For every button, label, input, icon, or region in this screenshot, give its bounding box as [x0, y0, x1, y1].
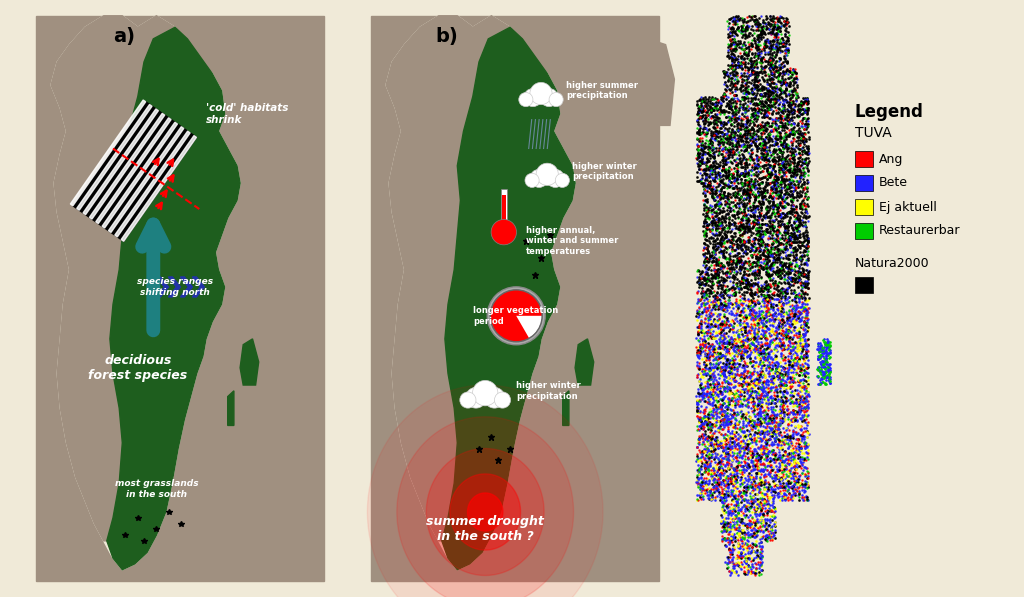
Polygon shape — [386, 16, 510, 541]
Polygon shape — [106, 27, 240, 570]
Text: higher annual,
winter and summer
temperatures: higher annual, winter and summer tempera… — [525, 226, 617, 256]
Circle shape — [530, 170, 548, 187]
Polygon shape — [426, 448, 544, 576]
Text: Legend: Legend — [855, 103, 924, 121]
Polygon shape — [368, 385, 603, 597]
Polygon shape — [441, 27, 575, 570]
Polygon shape — [51, 16, 175, 541]
Text: 'cold' habitats
shrink: 'cold' habitats shrink — [206, 103, 289, 125]
Circle shape — [487, 287, 545, 345]
Polygon shape — [386, 16, 575, 570]
Polygon shape — [89, 113, 165, 219]
Polygon shape — [468, 493, 503, 531]
Text: Ang: Ang — [879, 152, 903, 165]
Text: higher winter
precipitation: higher winter precipitation — [516, 381, 581, 401]
Polygon shape — [83, 109, 159, 215]
Polygon shape — [157, 277, 168, 297]
Polygon shape — [563, 391, 569, 426]
Circle shape — [519, 93, 532, 107]
Text: longer vegetation
period: longer vegetation period — [473, 306, 558, 325]
Polygon shape — [77, 104, 152, 210]
Circle shape — [546, 170, 564, 187]
Polygon shape — [102, 122, 177, 228]
Text: a): a) — [113, 27, 135, 47]
Circle shape — [466, 387, 486, 408]
Text: summer drought
in the south ?: summer drought in the south ? — [426, 515, 544, 543]
Bar — [20, 10, 330, 587]
Text: higher winter
precipitation: higher winter precipitation — [572, 162, 637, 181]
Bar — [648, 10, 868, 587]
Bar — [855, 175, 873, 191]
Polygon shape — [240, 339, 259, 385]
Polygon shape — [121, 136, 197, 241]
Text: Bete: Bete — [879, 177, 908, 189]
Polygon shape — [397, 417, 573, 597]
Text: most grasslands
in the south: most grasslands in the south — [115, 479, 199, 498]
Bar — [502, 195, 506, 223]
Polygon shape — [51, 16, 240, 570]
Polygon shape — [36, 16, 324, 581]
Polygon shape — [73, 101, 197, 241]
Circle shape — [472, 380, 498, 406]
Text: higher summer
precipitation: higher summer precipitation — [566, 81, 638, 100]
Circle shape — [555, 173, 569, 187]
Bar — [855, 277, 873, 293]
Polygon shape — [648, 39, 675, 125]
Text: b): b) — [435, 27, 459, 47]
Polygon shape — [115, 131, 190, 237]
Polygon shape — [227, 391, 233, 426]
Circle shape — [492, 220, 516, 245]
Polygon shape — [168, 277, 180, 297]
Bar — [855, 199, 873, 215]
Polygon shape — [811, 402, 817, 443]
Polygon shape — [109, 127, 183, 232]
Polygon shape — [71, 100, 145, 206]
Circle shape — [460, 392, 476, 408]
Circle shape — [490, 290, 542, 341]
Text: Natura2000: Natura2000 — [855, 257, 930, 270]
Circle shape — [524, 88, 542, 107]
Polygon shape — [371, 16, 658, 581]
Bar — [501, 189, 507, 223]
Polygon shape — [575, 339, 594, 385]
Bar — [855, 223, 873, 239]
Polygon shape — [815, 333, 833, 391]
Polygon shape — [193, 277, 205, 297]
Wedge shape — [490, 290, 542, 341]
Polygon shape — [694, 16, 809, 576]
Polygon shape — [180, 277, 193, 297]
Circle shape — [484, 387, 505, 408]
Bar — [355, 10, 665, 587]
Polygon shape — [96, 118, 171, 223]
Text: species ranges
shifting north: species ranges shifting north — [137, 277, 213, 297]
Circle shape — [537, 163, 558, 186]
Text: Ej aktuell: Ej aktuell — [879, 201, 937, 214]
Text: Restaurerbar: Restaurerbar — [879, 224, 961, 238]
Circle shape — [540, 88, 558, 107]
Text: TUVA: TUVA — [855, 126, 892, 140]
Circle shape — [525, 173, 539, 187]
Circle shape — [549, 93, 563, 107]
Bar — [855, 151, 873, 167]
Text: decidious
forest species: decidious forest species — [88, 354, 187, 381]
Circle shape — [495, 392, 511, 408]
Polygon shape — [450, 474, 520, 550]
Circle shape — [529, 82, 552, 104]
